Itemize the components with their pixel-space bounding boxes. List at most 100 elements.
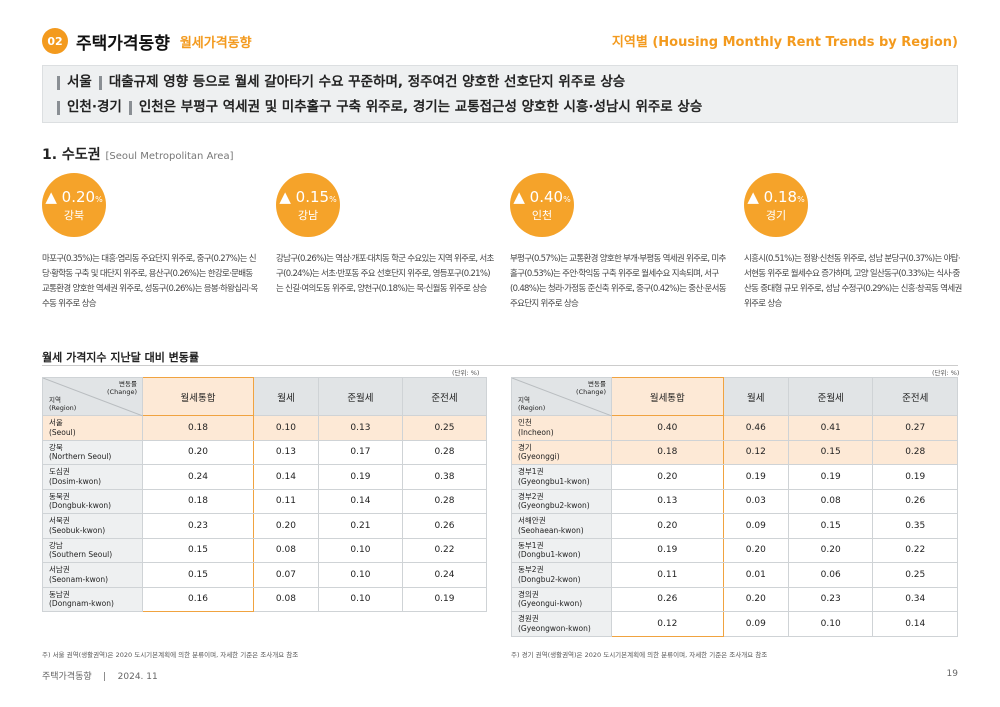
region-label: 강북	[63, 209, 85, 222]
region-cell: 경원권 (Gyeongwon-kwon)	[511, 611, 612, 637]
up-arrow-icon: ▲	[513, 188, 525, 206]
region-name-ko: 경원권	[518, 614, 539, 624]
table-row: 동부1권 (Dongbu1-kwon) 0.19 0.20 0.20 0.22	[511, 537, 958, 563]
value-cell: 0.10	[787, 611, 874, 637]
value-cell: 0.18	[142, 488, 254, 514]
value-cell: 0.16	[142, 586, 254, 612]
change-ko: 변동률	[588, 380, 606, 388]
change-ko: 변동률	[119, 380, 137, 388]
section-heading: 1. 수도권 [Seoul Metropolitan Area]	[42, 144, 233, 164]
column-header: 준월세	[787, 377, 874, 416]
page-subtitle: 월세가격동향	[179, 35, 252, 51]
unit-label: (단위: %)	[932, 369, 960, 377]
value-cell: 0.15	[142, 537, 254, 563]
value-cell: 0.17	[317, 439, 403, 465]
value-cell: 0.09	[722, 611, 789, 637]
region-ko: 지역	[49, 396, 61, 404]
value-cell: 0.14	[252, 464, 319, 490]
value-cell: 0.24	[401, 562, 488, 588]
value-cell: 0.08	[787, 488, 874, 514]
value-cell: 0.15	[787, 439, 874, 465]
value-cell: 0.13	[611, 488, 724, 514]
value-cell: 0.19	[317, 464, 403, 490]
change-value: 0.20	[61, 188, 96, 206]
value-cell: 0.23	[142, 513, 254, 539]
footer: 주택가격동향 | 2024. 11	[42, 669, 158, 682]
rent-change-table-incheon-gyeonggi: 변동률 (Change) 지역 (Region) 월세통합 월세 준월세 준전세 인천 (Inch…	[511, 377, 958, 637]
table-row: 경부1권 (Gyeongbu1-kwon) 0.20 0.19 0.19 0.19	[511, 464, 958, 490]
column-header: 월세통합	[142, 377, 254, 416]
value-cell: 0.20	[722, 537, 789, 563]
page-header: 02 주택가격동향 월세가격동향	[42, 26, 252, 56]
value-cell: 0.15	[787, 513, 874, 539]
value-cell: 0.06	[787, 562, 874, 588]
column-header: 월세	[252, 377, 319, 416]
region-ko: 지역	[518, 396, 530, 404]
region-description: 시흥시(0.51%)는 정왕·신천동 위주로, 성남 분당구(0.37%)는 야…	[744, 254, 962, 309]
value-cell: 0.01	[722, 562, 789, 588]
region-description: 강남구(0.26%)는 역삼·개포·대치동 학군 수요있는 지역 위주로, 서초…	[276, 254, 494, 294]
table-row: 서해안권 (Seohaean-kwon) 0.20 0.09 0.15 0.35	[511, 513, 958, 539]
summary-text: 인천은 부평구 역세권 및 미추홀구 구축 위주로, 경기는 교통접근성 양호한…	[138, 99, 703, 115]
summary-region: 서울	[67, 74, 92, 90]
up-arrow-icon: ▲	[279, 188, 291, 206]
unit-label: (단위: %)	[452, 369, 480, 377]
value-cell: 0.20	[252, 513, 319, 539]
value-cell: 0.22	[872, 537, 958, 563]
change-label: 변동률 (Change)	[107, 380, 137, 396]
region-name-ko: 서해안권	[518, 516, 546, 526]
region-name-ko: 강북	[49, 442, 63, 452]
region-name-ko: 동남권	[49, 589, 70, 599]
value-cell: 0.12	[722, 439, 789, 465]
region-cell: 인천 (Incheon)	[511, 415, 612, 441]
footnote: 주) 서울 권역(생활권역)은 2020 도시기본계획에 의한 분류이며, 자세…	[42, 651, 299, 659]
region-name-ko: 서남권	[49, 565, 70, 575]
value-cell: 0.25	[401, 415, 488, 441]
region-cell: 도심권 (Dosim-kwon)	[42, 464, 143, 490]
percent-unit: %	[329, 195, 337, 204]
region-en: (Region)	[518, 403, 546, 412]
region-name-en: (Dosim-kwon)	[49, 476, 102, 486]
table-row: 서남권 (Seonam-kwon) 0.15 0.07 0.10 0.24	[42, 562, 488, 588]
region-label: 강남	[297, 209, 319, 222]
value-cell: 0.28	[401, 439, 488, 465]
region-cell: 경의권 (Gyeongui-kwon)	[511, 586, 612, 612]
region-name-ko: 서북권	[49, 516, 70, 526]
value-cell: 0.08	[252, 537, 319, 563]
value-cell: 0.03	[722, 488, 789, 514]
value-cell: 0.20	[722, 586, 789, 612]
table-row: 경원권 (Gyeongwon-kwon) 0.12 0.09 0.10 0.14	[511, 611, 958, 637]
value-cell: 0.25	[872, 562, 958, 588]
rent-change-table-seoul: 변동률 (Change) 지역 (Region) 월세통합 월세 준월세 준전세 서울 (Seou…	[42, 377, 488, 612]
region-cell: 동북권 (Dongbuk-kwon)	[42, 488, 143, 514]
column-header: 월세통합	[611, 377, 724, 416]
value-cell: 0.26	[401, 513, 488, 539]
region-name-ko: 경의권	[518, 589, 539, 599]
highlight-circle-gangnam: ▲ 0.15% 강남	[276, 173, 340, 237]
value-cell: 0.34	[872, 586, 958, 612]
summary-box: 서울 대출규제 영향 등으로 월세 갈아타기 수요 꾸준하며, 정주여건 양호한…	[42, 65, 958, 123]
summary-region: 인천·경기	[67, 99, 122, 115]
highlight-circle-gyeonggi: ▲ 0.18% 경기	[744, 173, 808, 237]
region-name-ko: 동북권	[49, 491, 70, 501]
table-row: 동남권 (Dongnam-kwon) 0.16 0.08 0.10 0.19	[42, 586, 488, 612]
region-name-en: (Gyeongui-kwon)	[518, 599, 583, 609]
bar-marker	[57, 75, 60, 90]
value-cell: 0.20	[611, 464, 724, 490]
table-row: 경부2권 (Gyeongbu2-kwon) 0.13 0.03 0.08 0.26	[511, 488, 958, 514]
page-number: 19	[946, 669, 958, 679]
region-name-en: (Seohaean-kwon)	[518, 525, 584, 535]
value-cell: 0.38	[401, 464, 488, 490]
summary-line-seoul: 서울 대출규제 영향 등으로 월세 갈아타기 수요 꾸준하며, 정주여건 양호한…	[57, 70, 943, 95]
value-cell: 0.23	[787, 586, 874, 612]
region-name-ko: 인천	[518, 418, 532, 428]
column-header: 준전세	[401, 377, 488, 416]
value-cell: 0.08	[252, 586, 319, 612]
value-cell: 0.10	[317, 586, 403, 612]
value-cell: 0.20	[611, 513, 724, 539]
value-cell: 0.46	[722, 415, 789, 441]
table-header-row: 변동률 (Change) 지역 (Region) 월세통합 월세 준월세 준전세	[42, 377, 488, 416]
value-cell: 0.26	[611, 586, 724, 612]
region-cell: 서해안권 (Seohaean-kwon)	[511, 513, 612, 539]
value-cell: 0.18	[142, 415, 254, 441]
